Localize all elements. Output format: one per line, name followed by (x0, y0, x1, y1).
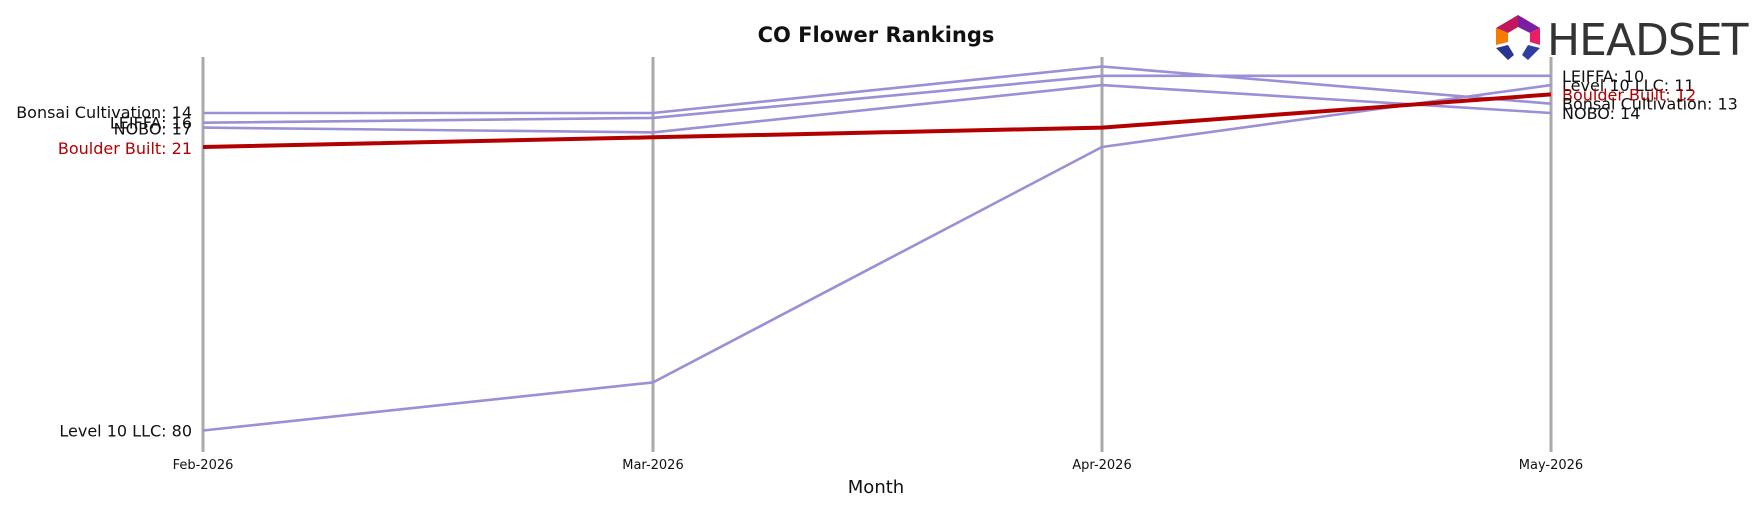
left-end-label: Level 10 LLC: 80 (59, 422, 192, 441)
left-end-label: NOBO: 17 (114, 120, 192, 139)
right-end-label: NOBO: 14 (1562, 104, 1640, 123)
series-line (202, 83, 1552, 134)
series-lines (202, 65, 1552, 432)
x-axis-label: Month (848, 477, 904, 498)
series-line (203, 65, 1552, 115)
x-tick-label: Apr-2026 (1072, 458, 1131, 473)
chart-title: CO Flower Rankings (758, 23, 995, 47)
series-line (202, 83, 1552, 432)
right-end-label: LEIFFA: 10 (1562, 67, 1644, 86)
right-end-label: Level 10 LLC: 11 (1562, 76, 1695, 95)
left-end-label: LEIFFA: 16 (110, 114, 192, 133)
x-tick-label: Mar-2026 (622, 458, 683, 473)
x-tick-labels: Feb-2026 Mar-2026 Apr-2026 May-2026 (173, 458, 1584, 473)
right-end-label: Bonsai Cultivation: 13 (1562, 95, 1738, 114)
headset-logo: HEADSET (1496, 15, 1750, 66)
headset-hexagon-icon (1496, 15, 1540, 60)
left-end-label: Bonsai Cultivation: 14 (16, 103, 192, 122)
series-line (202, 92, 1552, 149)
x-tick-label: Feb-2026 (173, 458, 234, 473)
gridlines (201, 57, 1553, 452)
x-tick-label: May-2026 (1519, 458, 1583, 473)
series-line (202, 74, 1551, 124)
right-end-label: Boulder Built: 12 (1562, 85, 1696, 104)
logo-text: HEADSET (1547, 15, 1749, 66)
left-end-label: Boulder Built: 21 (58, 139, 192, 158)
